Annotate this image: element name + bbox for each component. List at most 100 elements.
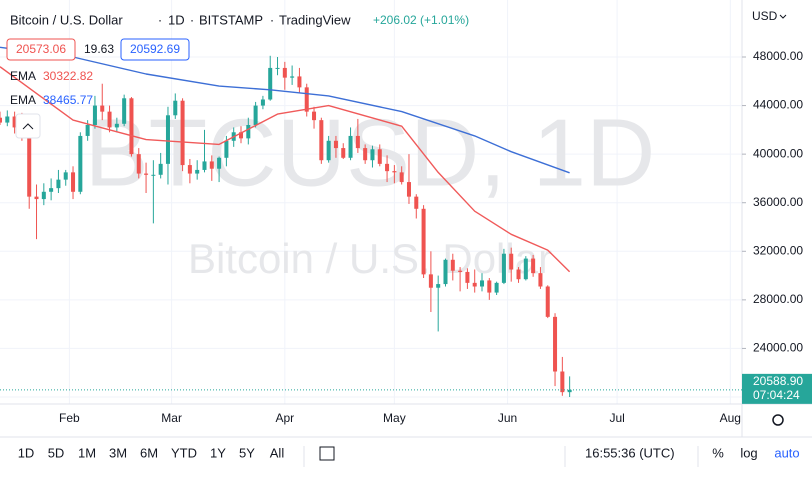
x-tick-label: Mar [161, 411, 182, 425]
y-tick-label: 48000.00 [753, 49, 803, 63]
candle-body [27, 133, 32, 197]
candle-body [144, 173, 149, 175]
candle-body [63, 172, 68, 180]
candle-body [494, 282, 499, 293]
candle-body [92, 105, 97, 126]
candle-body [5, 116, 10, 123]
ema-name: EMA [10, 93, 36, 107]
candle-body [107, 111, 112, 128]
countdown: 07:04:24 [753, 388, 800, 402]
candle-body [85, 125, 90, 136]
y-tick-label: 36000.00 [753, 195, 803, 209]
candle-body [312, 111, 317, 121]
candle-body [78, 135, 83, 192]
ema-value: 30322.82 [43, 69, 93, 83]
candle-body [465, 271, 470, 283]
candle-body [341, 148, 346, 158]
candle-body [399, 172, 404, 183]
x-tick-label: Feb [59, 411, 80, 425]
candle-body [509, 253, 514, 270]
candle-body [180, 100, 185, 166]
candle-body [12, 116, 17, 128]
candle-body [114, 123, 119, 128]
percent-toggle[interactable]: % [712, 445, 724, 460]
candle-body [71, 172, 76, 192]
candle-body [260, 99, 265, 106]
candle-body [253, 105, 258, 126]
candle-body [443, 259, 448, 285]
candle-body [224, 140, 229, 158]
plot [0, 46, 572, 398]
candle-body [100, 105, 105, 112]
candle-body [165, 115, 170, 164]
candle-body [523, 258, 528, 280]
candle-body [479, 280, 485, 287]
y-tick-label: 32000.00 [753, 243, 803, 257]
range-button[interactable]: 5Y [239, 445, 255, 460]
symbol-title: Bitcoin / U.S. Dollar [10, 12, 123, 27]
clock[interactable]: 16:55:36 (UTC) [585, 445, 675, 460]
range-buttons: 1D 5D 1M 3M 6M YTD 1Y 5Y All [18, 445, 285, 460]
candle-body [0, 117, 3, 123]
candle-body [385, 163, 390, 172]
candle-body [487, 280, 492, 293]
auto-toggle[interactable]: auto [774, 445, 799, 460]
range-button[interactable]: 1M [78, 445, 96, 460]
candle-body [209, 161, 214, 169]
candle-body [531, 258, 536, 274]
candle-body [151, 174, 156, 176]
candle-body [414, 196, 419, 209]
price-change: +206.02 (+1.01%) [373, 13, 469, 27]
candle-body [545, 286, 550, 317]
candle-body [319, 120, 324, 161]
last-price-box [742, 373, 812, 404]
candle-body [458, 270, 463, 272]
ask-price: 20592.69 [130, 42, 180, 56]
candle-body [516, 269, 521, 280]
candle-body [41, 191, 46, 200]
candle-body [282, 67, 287, 78]
watermark-name: Bitcoin / U.S. Dollar [188, 235, 552, 282]
x-tick-label: Apr [275, 411, 294, 425]
range-button[interactable]: YTD [171, 445, 197, 460]
candle-body [560, 371, 565, 393]
candle-body [392, 171, 397, 173]
separator: · [158, 12, 162, 27]
currency[interactable]: USD [752, 9, 778, 23]
dropdown-icon [779, 14, 787, 19]
candle-body [348, 135, 353, 158]
range-button[interactable]: All [270, 445, 285, 460]
candle-body [450, 259, 455, 271]
candle-body [49, 188, 54, 192]
candle-body [238, 132, 244, 139]
candle-body [246, 125, 251, 139]
candle-body [377, 149, 382, 164]
y-tick-label: 44000.00 [753, 98, 803, 112]
chevron-icon [22, 123, 34, 130]
range-button[interactable]: 1Y [210, 445, 226, 460]
range-button[interactable]: 5D [48, 445, 65, 460]
candle-body [187, 165, 192, 174]
bid-box[interactable] [6, 38, 76, 61]
log-toggle[interactable]: log [740, 445, 757, 460]
range-button[interactable]: 1D [18, 445, 35, 460]
y-tick-label: 24000.00 [753, 341, 803, 355]
y-tick-label: 40000.00 [753, 146, 803, 160]
candle-body [421, 208, 426, 275]
collapse-legend[interactable] [15, 113, 41, 139]
candle-body [304, 87, 309, 112]
separator: · [190, 12, 194, 27]
ema-value: 38465.77 [43, 93, 93, 107]
x-tick-label: Aug [720, 411, 741, 425]
settings-icon[interactable] [772, 414, 784, 426]
candle-body [290, 76, 295, 78]
range-button[interactable]: 6M [140, 445, 158, 460]
date-range-icon[interactable] [319, 446, 335, 461]
range-button[interactable]: 3M [109, 445, 127, 460]
x-tick-label: Jul [609, 411, 624, 425]
candle-body [275, 67, 280, 69]
ask-box[interactable] [120, 38, 190, 61]
candle-body [297, 76, 302, 88]
candle-body [158, 163, 163, 175]
candle-body [472, 282, 477, 287]
